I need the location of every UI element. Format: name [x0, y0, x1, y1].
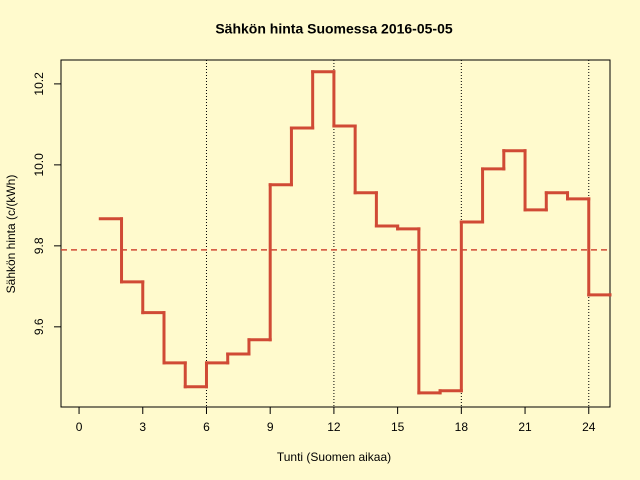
x-axis-label: Tunti (Suomen aikaa): [277, 450, 391, 464]
y-axis-label: Sähkön hinta (c/(kWh): [4, 175, 18, 294]
chart-title: Sähkön hinta Suomessa 2016-05-05: [215, 21, 453, 37]
x-tick-label: 6: [203, 420, 210, 434]
x-tick-label: 3: [139, 420, 146, 434]
y-tick-label: 10.0: [32, 153, 46, 177]
x-tick-label: 12: [327, 420, 341, 434]
y-tick-label: 9.6: [32, 318, 46, 335]
x-tick-label: 15: [391, 420, 405, 434]
x-tick-label: 18: [455, 420, 469, 434]
y-tick-label: 9.8: [32, 237, 46, 254]
x-tick-label: 0: [76, 420, 83, 434]
y-tick-label: 10.2: [32, 72, 46, 96]
x-tick-label: 24: [582, 420, 596, 434]
plot-frame: [60, 59, 611, 408]
x-tick-label: 21: [518, 420, 532, 434]
x-tick-label: 9: [267, 420, 274, 434]
